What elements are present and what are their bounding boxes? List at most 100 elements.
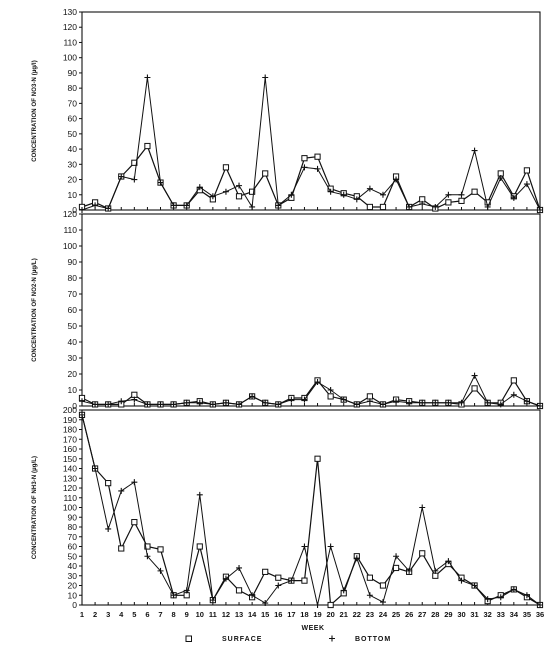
bottom-point [432,203,439,210]
bottom-point [275,401,282,408]
surface-point [314,455,321,462]
y-tick-label: 20 [68,175,78,185]
bottom-point [458,577,465,584]
bottom-point [406,567,413,574]
x-tick-label: 25 [392,610,400,619]
bottom-point [484,596,491,603]
y-tick-label: 20 [68,369,78,379]
surface-point [183,592,190,599]
y-tick-label: 90 [68,68,78,78]
y-tick-label: 70 [68,532,78,542]
y-tick-label: 30 [68,353,78,363]
bottom-point [196,399,203,406]
y-axis-label: CONCENTRATION OF NH3-N (µg/L) [32,456,38,559]
bottom-point [288,577,295,584]
surface-point [144,543,151,550]
bottom-point [379,191,386,198]
x-tick-label: 5 [132,610,136,619]
bottom-point [118,398,125,405]
bottom-point [484,203,491,210]
bottom-point [118,487,125,494]
bottom-point [79,411,85,418]
bottom-point [353,196,360,203]
bottom-point [393,176,400,183]
x-tick-label: 6 [145,610,149,619]
x-tick-label: 24 [379,610,388,619]
y-tick-label: 20 [68,581,78,591]
bottom-point [183,202,190,209]
bottom-point [497,175,504,182]
bottom-point [523,592,530,599]
y-tick-label: 120 [63,22,77,32]
bottom-point [484,399,491,406]
x-tick-label: 30 [457,610,465,619]
y-tick-label: 10 [68,190,78,200]
panel-2: 0 10 20 30 40 50 60 70 80 90 100 110 120 CONCENTRATIO… [32,209,544,411]
bottom-point [340,191,347,198]
surface-point [262,568,269,575]
surface-point [366,203,373,211]
y-tick-label: 80 [68,273,78,283]
x-tick-label: 16 [274,610,282,619]
bottom-point [510,586,517,593]
bottom-point [183,587,190,594]
y-tick-label: 40 [68,561,78,571]
bottom-point [196,184,203,191]
surface-point [392,564,400,572]
bottom-point [366,185,373,192]
surface-point [301,155,308,162]
y-tick-label: 110 [63,493,77,503]
bottom-point [432,399,439,406]
bottom-point [288,396,295,403]
x-tick-label: 19 [313,610,321,619]
series-line-bottom [81,77,541,211]
surface-point [222,164,230,171]
series-line-bottom [81,374,541,407]
y-tick-label: 150 [63,454,77,464]
bottom-point [131,479,138,486]
bottom-point [92,465,99,472]
x-tick-label: 21 [340,610,348,619]
bottom-point [406,203,413,210]
y-tick-label: 50 [68,551,78,561]
x-axis-label: WEEK [302,625,325,632]
bottom-point [157,179,164,186]
bottom-point [471,372,478,379]
y-tick-label: 10 [68,590,78,600]
bottom-point [249,393,256,400]
bottom-point [196,491,203,498]
surface-point [131,519,138,526]
y-tick-label: 130 [63,473,77,483]
y-tick-label: 180 [63,425,77,435]
y-tick-label: 0 [72,401,77,411]
bottom-point [183,399,190,406]
bottom-point [301,543,308,550]
surface-point [458,197,465,204]
surface-point [445,199,452,206]
x-tick-label: 11 [209,610,217,619]
bottom-point [393,553,400,560]
x-tick-label: 31 [470,610,478,619]
bottom-point [275,202,282,209]
x-tick-label: 9 [185,610,189,619]
bottom-point [79,398,85,405]
bottom-point [131,396,138,403]
x-tick-label: 18 [300,610,308,619]
bottom-point [105,205,112,212]
bottom-point [105,525,112,532]
bottom-point [262,600,269,607]
surface-point [196,543,203,550]
y-axis-label: CONCENTRATION OF NO2-N (µg/L) [32,258,38,362]
bottom-point [131,176,138,183]
y-tick-label: 100 [63,241,77,251]
bottom-point [144,553,151,560]
surface-point [105,480,112,487]
surface-point [262,170,269,177]
bottom-point [537,602,543,608]
bottom-point [340,587,347,594]
bottom-point [497,594,504,601]
y-tick-label: 30 [68,571,78,581]
surface-point [471,385,478,392]
series-line-surface [81,144,541,211]
